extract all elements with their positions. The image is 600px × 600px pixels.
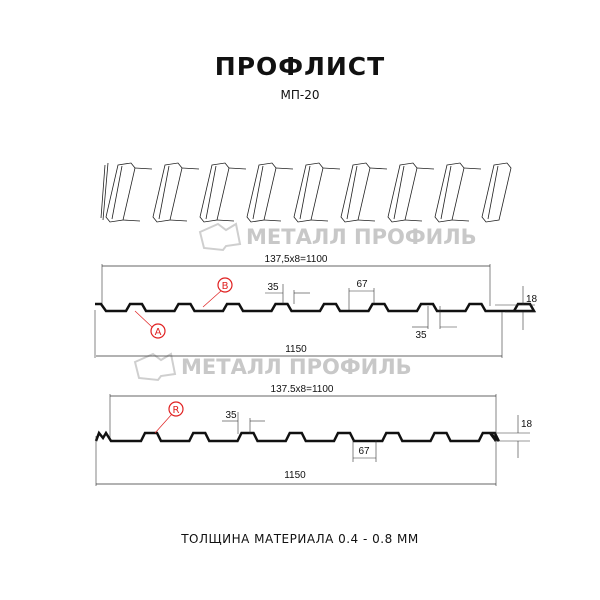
sheet-flat bbox=[169, 167, 200, 222]
sheet-flat bbox=[404, 167, 435, 222]
page-title: ПРОФЛИСТ bbox=[214, 52, 386, 81]
height-label: 18 bbox=[526, 294, 538, 305]
marker-b-label: B bbox=[222, 281, 229, 292]
watermark-text: МЕТАЛЛ ПРОФИЛЬ bbox=[181, 355, 412, 379]
sheet-edge bbox=[100, 162, 109, 221]
profile-a-outline bbox=[95, 302, 537, 313]
profile-a: 137,5x8=1100 1150 35 67 35 18 A B bbox=[94, 254, 538, 358]
sheet-flat bbox=[451, 167, 482, 222]
height-label: 18 bbox=[521, 419, 533, 430]
sheet-flat bbox=[310, 167, 341, 222]
pitch-label: 137,5x8=1100 bbox=[265, 254, 328, 265]
sheet-rib bbox=[105, 162, 136, 223]
watermark-text: МЕТАЛЛ ПРОФИЛЬ bbox=[246, 225, 477, 249]
material-thickness: ТОЛЩИНА МАТЕРИАЛА 0.4 - 0.8 ММ bbox=[181, 532, 419, 546]
rib-base-label: 67 bbox=[356, 279, 368, 290]
profile-b: 137.5x8=1100 1150 35 67 18 R bbox=[94, 384, 533, 486]
pitch-label: 137.5x8=1100 bbox=[271, 384, 334, 395]
sheet-flat bbox=[216, 167, 247, 222]
rib-base-label: 67 bbox=[358, 446, 370, 457]
sheet-rib bbox=[246, 162, 277, 223]
bottom-width-label: 35 bbox=[415, 330, 427, 341]
sheet-flat bbox=[263, 167, 294, 222]
sheet-rib bbox=[199, 162, 230, 223]
marker-r bbox=[168, 401, 184, 417]
sheet-rib bbox=[387, 162, 418, 223]
marker-b bbox=[217, 277, 233, 293]
marker-a-label: A bbox=[155, 327, 162, 338]
sheet-rib bbox=[293, 162, 324, 223]
sheet-3d-view bbox=[100, 162, 512, 223]
sheet-rib bbox=[340, 162, 371, 223]
profile-b-outline bbox=[94, 430, 500, 443]
total-width-label: 1150 bbox=[285, 344, 307, 355]
marker-r-label: R bbox=[173, 405, 180, 416]
marker-a bbox=[150, 323, 166, 339]
sheet-rib bbox=[152, 162, 183, 223]
sheet-rib bbox=[481, 162, 512, 223]
page-subtitle: МП-20 bbox=[280, 88, 320, 102]
sheet-rib bbox=[434, 162, 465, 223]
top-width-label: 35 bbox=[225, 410, 237, 421]
sheet-flat bbox=[357, 167, 388, 222]
top-width-label: 35 bbox=[267, 282, 279, 293]
watermark-logo-1: МЕТАЛЛ ПРОФИЛЬ bbox=[198, 222, 477, 252]
watermark-logo-2: МЕТАЛЛ ПРОФИЛЬ bbox=[133, 352, 412, 382]
sheet-flat bbox=[122, 167, 153, 222]
total-width-label: 1150 bbox=[284, 470, 306, 481]
